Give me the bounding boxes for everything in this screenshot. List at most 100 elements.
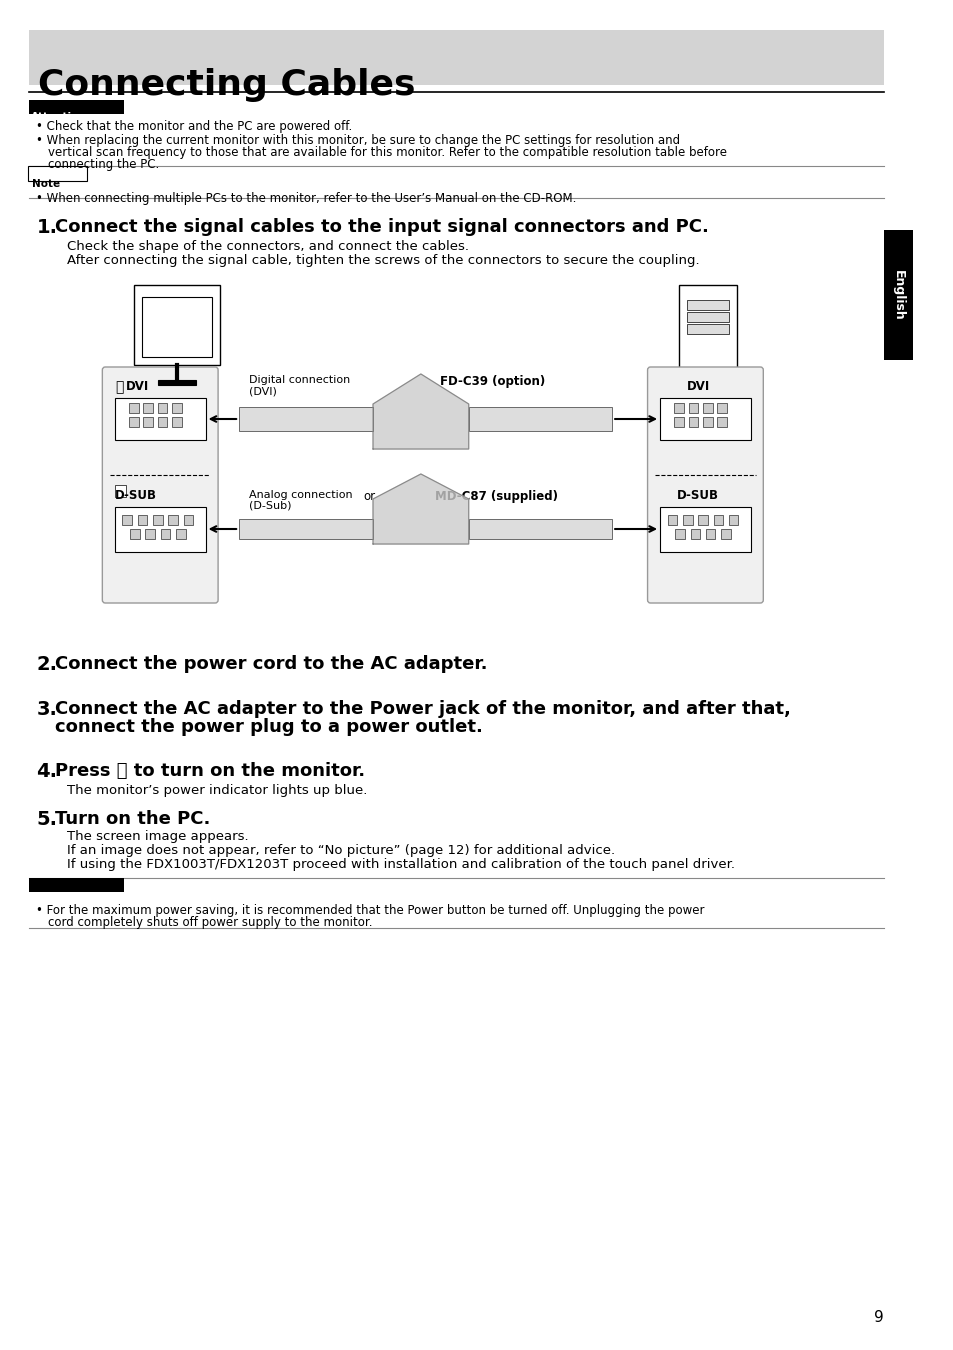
Bar bbox=[239, 406, 373, 431]
Bar bbox=[686, 300, 728, 310]
Bar bbox=[713, 514, 722, 525]
FancyBboxPatch shape bbox=[28, 166, 87, 181]
Text: 2.: 2. bbox=[36, 655, 57, 674]
Text: Digital connection: Digital connection bbox=[249, 375, 350, 385]
Bar bbox=[160, 529, 170, 539]
Bar bbox=[688, 417, 698, 427]
Bar bbox=[679, 285, 736, 370]
Bar bbox=[882, 230, 912, 360]
Text: 5.: 5. bbox=[36, 810, 57, 829]
Text: (DVI): (DVI) bbox=[249, 386, 276, 396]
Text: • When connecting multiple PCs to the monitor, refer to the User’s Manual on the: • When connecting multiple PCs to the mo… bbox=[36, 192, 577, 205]
Bar bbox=[137, 514, 147, 525]
Bar bbox=[143, 404, 152, 413]
Text: D-SUB: D-SUB bbox=[677, 489, 719, 502]
Bar bbox=[157, 404, 167, 413]
Bar bbox=[184, 514, 193, 525]
Bar bbox=[674, 404, 683, 413]
FancyBboxPatch shape bbox=[29, 30, 882, 85]
Text: The monitor’s power indicator lights up blue.: The monitor’s power indicator lights up … bbox=[67, 784, 367, 796]
Text: DVI: DVI bbox=[126, 379, 150, 393]
Text: ⓓ: ⓓ bbox=[114, 379, 123, 394]
Text: MD-C87 (supplied): MD-C87 (supplied) bbox=[435, 490, 558, 504]
Text: Connect the AC adapter to the Power jack of the monitor, and after that,: Connect the AC adapter to the Power jack… bbox=[55, 701, 791, 718]
Text: or: or bbox=[363, 490, 375, 504]
Bar bbox=[702, 404, 712, 413]
Text: Analog connection: Analog connection bbox=[249, 490, 352, 500]
FancyBboxPatch shape bbox=[29, 100, 124, 113]
Text: The screen image appears.: The screen image appears. bbox=[67, 830, 249, 842]
Bar bbox=[720, 529, 730, 539]
Bar bbox=[157, 379, 196, 385]
FancyBboxPatch shape bbox=[29, 878, 124, 892]
Text: (D-Sub): (D-Sub) bbox=[249, 501, 291, 512]
Bar bbox=[686, 312, 728, 323]
Bar bbox=[674, 417, 683, 427]
Bar bbox=[690, 529, 700, 539]
Bar bbox=[152, 514, 162, 525]
Text: D-SUB: D-SUB bbox=[114, 489, 156, 502]
Text: vertical scan frequency to those that are available for this monitor. Refer to t: vertical scan frequency to those that ar… bbox=[48, 146, 726, 159]
Bar bbox=[114, 398, 206, 440]
Text: If an image does not appear, refer to “No picture” (page 12) for additional advi: If an image does not appear, refer to “N… bbox=[67, 844, 615, 857]
Bar bbox=[717, 404, 726, 413]
Text: Attention: Attention bbox=[30, 892, 87, 902]
Text: 4.: 4. bbox=[36, 761, 57, 782]
Text: • For the maximum power saving, it is recommended that the Power button be turne: • For the maximum power saving, it is re… bbox=[36, 904, 704, 917]
Text: connect the power plug to a power outlet.: connect the power plug to a power outlet… bbox=[55, 718, 483, 736]
Text: If using the FDX1003T/FDX1203T proceed with installation and calibration of the : If using the FDX1003T/FDX1203T proceed w… bbox=[67, 859, 734, 871]
Bar bbox=[129, 417, 138, 427]
Text: cord completely shuts off power supply to the monitor.: cord completely shuts off power supply t… bbox=[48, 917, 372, 929]
Bar bbox=[157, 417, 167, 427]
Text: Attention: Attention bbox=[30, 112, 87, 122]
Text: DVI: DVI bbox=[686, 379, 709, 393]
Text: English: English bbox=[891, 270, 903, 320]
Bar bbox=[175, 529, 186, 539]
Bar bbox=[122, 514, 132, 525]
Bar bbox=[698, 514, 707, 525]
Text: • Check that the monitor and the PC are powered off.: • Check that the monitor and the PC are … bbox=[36, 120, 353, 134]
Text: Press ⓨ to turn on the monitor.: Press ⓨ to turn on the monitor. bbox=[55, 761, 365, 780]
Bar bbox=[667, 514, 677, 525]
FancyBboxPatch shape bbox=[102, 367, 218, 603]
Text: connecting the PC.: connecting the PC. bbox=[48, 158, 159, 171]
Bar bbox=[239, 518, 373, 539]
Bar bbox=[717, 417, 726, 427]
Bar bbox=[133, 285, 220, 364]
Text: Turn on the PC.: Turn on the PC. bbox=[55, 810, 211, 828]
Text: Connect the signal cables to the input signal connectors and PC.: Connect the signal cables to the input s… bbox=[55, 217, 709, 236]
Bar bbox=[468, 518, 612, 539]
Text: Connect the power cord to the AC adapter.: Connect the power cord to the AC adapter… bbox=[55, 655, 488, 674]
Bar bbox=[675, 529, 684, 539]
Bar bbox=[682, 514, 692, 525]
Bar bbox=[659, 508, 750, 552]
Bar bbox=[686, 324, 728, 333]
Bar bbox=[145, 529, 154, 539]
Bar bbox=[172, 404, 182, 413]
FancyBboxPatch shape bbox=[647, 367, 762, 603]
Bar bbox=[114, 485, 126, 497]
Bar bbox=[702, 417, 712, 427]
Bar bbox=[143, 417, 152, 427]
Bar bbox=[705, 529, 715, 539]
Bar bbox=[468, 406, 612, 431]
Polygon shape bbox=[373, 474, 468, 544]
Text: 3.: 3. bbox=[36, 701, 57, 720]
Text: 9: 9 bbox=[873, 1310, 882, 1324]
Text: Note: Note bbox=[31, 180, 60, 189]
Polygon shape bbox=[373, 374, 468, 450]
Bar bbox=[728, 514, 738, 525]
Bar bbox=[141, 297, 213, 356]
Bar bbox=[659, 398, 750, 440]
Text: Check the shape of the connectors, and connect the cables.: Check the shape of the connectors, and c… bbox=[67, 240, 469, 252]
Text: FD-C39 (option): FD-C39 (option) bbox=[439, 375, 545, 387]
Bar bbox=[114, 508, 206, 552]
Text: After connecting the signal cable, tighten the screws of the connectors to secur: After connecting the signal cable, tight… bbox=[67, 254, 699, 267]
Bar bbox=[129, 404, 138, 413]
Bar bbox=[688, 404, 698, 413]
Text: • When replacing the current monitor with this monitor, be sure to change the PC: • When replacing the current monitor wit… bbox=[36, 134, 679, 147]
Text: 1.: 1. bbox=[36, 217, 57, 238]
Bar bbox=[130, 529, 139, 539]
Bar bbox=[168, 514, 177, 525]
Text: Connecting Cables: Connecting Cables bbox=[38, 68, 416, 103]
